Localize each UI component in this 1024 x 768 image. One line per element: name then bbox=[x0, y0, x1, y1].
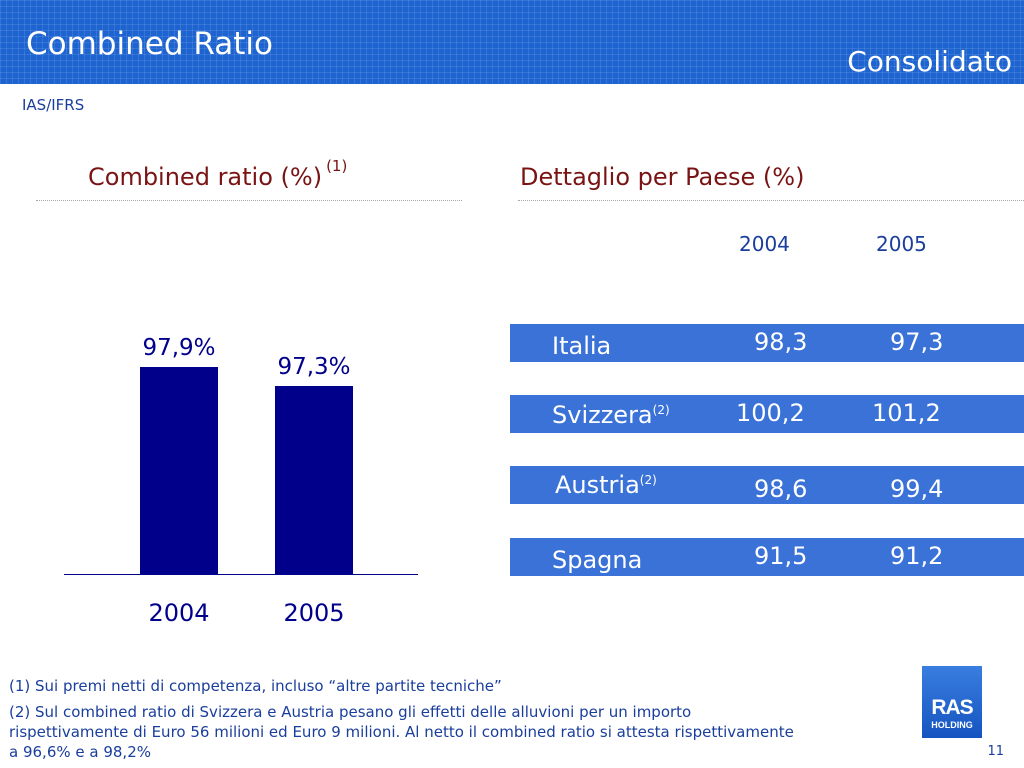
footnote-2-line-3: a 96,6% e a 98,2% bbox=[9, 743, 151, 761]
value-2004: 91,5 bbox=[754, 542, 808, 570]
country-label: Svizzera(2) bbox=[552, 401, 670, 429]
country-row-spagna: Spagna 91,5 91,2 bbox=[510, 538, 1024, 576]
category-label-2004: 2004 bbox=[148, 599, 209, 627]
value-2005: 97,3 bbox=[890, 328, 944, 356]
category-label-2005: 2005 bbox=[283, 599, 344, 627]
year-header-2004: 2004 bbox=[739, 232, 790, 256]
left-section-footnote-ref: (1) bbox=[326, 157, 348, 175]
left-section-title: Combined ratio (%) (1) bbox=[88, 157, 347, 191]
bar-2004 bbox=[140, 367, 218, 574]
country-row-austria: Austria(2) 98,6 99,4 bbox=[510, 466, 1024, 504]
logo-subtext: HOLDING bbox=[931, 720, 973, 730]
value-2005: 99,4 bbox=[890, 475, 944, 503]
logo-text: RAS bbox=[931, 696, 973, 719]
right-section-divider bbox=[518, 200, 1024, 201]
ras-holding-logo: RAS HOLDING bbox=[922, 666, 982, 738]
bar-value-label-2004: 97,9% bbox=[142, 335, 215, 361]
value-2005: 101,2 bbox=[872, 399, 941, 427]
bar-2005 bbox=[275, 386, 353, 574]
country-row-svizzera: Svizzera(2) 100,2 101,2 bbox=[510, 395, 1024, 433]
country-label: Spagna bbox=[552, 546, 643, 574]
year-header-2005: 2005 bbox=[876, 232, 927, 256]
value-2004: 100,2 bbox=[736, 399, 805, 427]
country-label: Austria(2) bbox=[555, 471, 657, 499]
country-row-italia: Italia 98,3 97,3 bbox=[510, 324, 1024, 362]
footnote-1: (1) Sui premi netti di competenza, inclu… bbox=[9, 677, 502, 695]
left-section-divider bbox=[36, 200, 462, 201]
bar-value-label-2005: 97,3% bbox=[277, 354, 350, 380]
header-band: Combined Ratio Consolidato bbox=[0, 0, 1024, 84]
left-section-title-text: Combined ratio (%) bbox=[88, 163, 323, 191]
footnote-2-line-2: rispettivamente di Euro 56 milioni ed Eu… bbox=[9, 723, 794, 741]
accounting-standard-label: IAS/IFRS bbox=[22, 96, 85, 114]
value-2004: 98,3 bbox=[754, 328, 808, 356]
slide-title: Combined Ratio bbox=[26, 26, 273, 62]
value-2004: 98,6 bbox=[754, 475, 808, 503]
page-number: 11 bbox=[987, 744, 1004, 759]
right-section-title: Dettaglio per Paese (%) bbox=[520, 163, 805, 191]
country-label: Italia bbox=[552, 332, 612, 360]
value-2005: 91,2 bbox=[890, 542, 944, 570]
footnote-2-line-1: (2) Sul combined ratio di Svizzera e Aus… bbox=[9, 703, 692, 721]
slide-subtitle: Consolidato bbox=[847, 45, 1012, 78]
